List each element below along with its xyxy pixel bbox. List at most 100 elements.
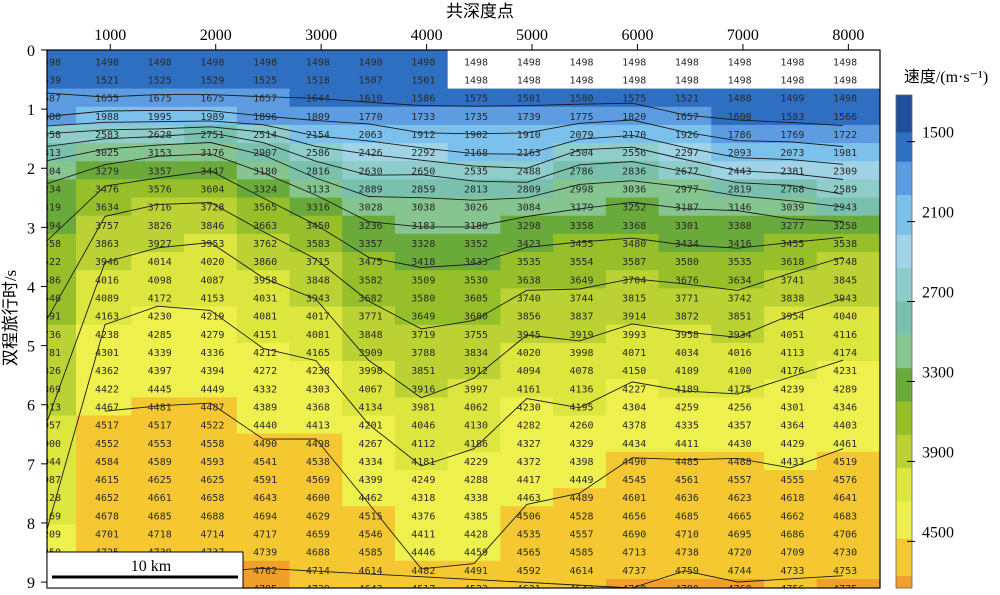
- velocity-value-label: 4744: [728, 566, 752, 577]
- velocity-cell: [236, 179, 291, 199]
- velocity-value-label: 4545: [622, 475, 646, 486]
- velocity-cell: [658, 215, 712, 235]
- velocity-value-label: 4701: [95, 530, 119, 541]
- velocity-value-label: 4433: [780, 457, 804, 468]
- velocity-cell: [553, 106, 607, 126]
- velocity-value-label: 4062: [464, 402, 488, 413]
- velocity-cell: [394, 433, 449, 453]
- velocity-value-label: 2297: [675, 148, 699, 159]
- velocity-value-label: 1575: [622, 94, 646, 105]
- velocity-value-label: 4336: [200, 348, 224, 359]
- velocity-cell: [236, 50, 291, 71]
- velocity-value-label: 1498: [95, 57, 119, 68]
- velocity-value-label: 4522: [200, 421, 224, 432]
- velocity-cell: [500, 252, 554, 271]
- velocity-cell: [605, 524, 660, 544]
- velocity-value-label: 3860: [253, 257, 277, 268]
- velocity-cell: [75, 379, 132, 398]
- velocity-value-label: 4760: [622, 584, 646, 595]
- velocity-value-label: 3258: [833, 221, 857, 232]
- velocity-value-label: 4459: [464, 548, 488, 559]
- velocity-cell: [764, 524, 818, 544]
- colorbar: 1500 2100 2700 3300 3900 4500: [895, 94, 954, 589]
- velocity-cell: [553, 270, 607, 289]
- velocity-value-label: 4394: [200, 366, 224, 377]
- velocity-value-label: 1488: [728, 94, 752, 105]
- velocity-value-label: 3252: [622, 203, 646, 214]
- velocity-cell: [184, 361, 238, 380]
- velocity-cell: [764, 379, 818, 398]
- velocity-cell: [816, 542, 880, 562]
- velocity-value-label: 3646: [37, 293, 61, 304]
- velocity-cell: [236, 197, 291, 217]
- velocity-value-label: 2063: [359, 130, 383, 141]
- velocity-cell: [236, 433, 291, 453]
- colorbar-tick-label: 2100: [922, 205, 954, 222]
- velocity-value-label: 2168: [464, 148, 488, 159]
- velocity-cell: [553, 161, 607, 180]
- velocity-cell: [553, 379, 607, 398]
- velocity-cell: [605, 361, 660, 380]
- velocity-value-label: 4279: [200, 330, 224, 341]
- velocity-cell: [394, 415, 449, 435]
- velocity-cell: [605, 415, 660, 435]
- velocity-value-label: 3943: [306, 293, 330, 304]
- velocity-value-label: 3455: [780, 239, 804, 250]
- velocity-cell: [447, 451, 501, 471]
- velocity-value-label: 4338: [464, 493, 488, 504]
- velocity-cell: [711, 88, 765, 108]
- velocity-cell: [394, 143, 449, 162]
- velocity-value-label: 1498: [148, 57, 172, 68]
- velocity-cell: [711, 252, 765, 271]
- velocity-cell: [816, 397, 880, 417]
- velocity-value-label: 3741: [780, 275, 804, 286]
- velocity-cell: [816, 451, 880, 471]
- velocity-value-label: 3953: [200, 239, 224, 250]
- velocity-value-label: 3719: [411, 330, 435, 341]
- velocity-cell: [764, 506, 818, 525]
- velocity-value-label: 3851: [728, 312, 752, 323]
- velocity-cell: [47, 342, 77, 362]
- velocity-value-label: 3848: [306, 275, 330, 286]
- velocity-value-label: 4094: [517, 366, 541, 377]
- velocity-cell: [75, 415, 132, 435]
- velocity-value-label: 1498: [780, 76, 804, 87]
- velocity-value-label: 4403: [833, 421, 857, 432]
- velocity-cell: [658, 361, 712, 380]
- velocity-value-label: 2488: [517, 166, 541, 177]
- velocity-cell: [605, 324, 660, 344]
- velocity-value-label: 4428: [464, 530, 488, 541]
- y-axis-title: 双程旅行时/s: [1, 270, 20, 366]
- velocity-value-label: 4487: [200, 402, 224, 413]
- velocity-cell: [342, 397, 396, 417]
- velocity-cell: [75, 451, 132, 471]
- velocity-cell: [447, 488, 501, 507]
- velocity-cell: [658, 342, 712, 362]
- velocity-value-label: 3416: [728, 239, 752, 250]
- velocity-value-label: 4434: [622, 439, 646, 450]
- velocity-value-label: 4517: [95, 421, 119, 432]
- velocity-cell: [289, 288, 343, 308]
- velocity-cell: [131, 179, 185, 199]
- velocity-value-label: 4768: [728, 584, 752, 595]
- velocity-value-label: 4113: [780, 348, 804, 359]
- velocity-value-label: 1498: [569, 76, 593, 87]
- velocity-value-label: 4150: [622, 366, 646, 377]
- velocity-cell: [764, 106, 818, 126]
- velocity-cell: [394, 70, 449, 90]
- velocity-cell: [131, 215, 185, 235]
- velocity-value-label: 4303: [306, 384, 330, 395]
- velocity-value-label: 1735: [464, 112, 488, 123]
- velocity-cell: [658, 469, 712, 489]
- velocity-cell: [394, 542, 449, 562]
- colorbar-band: [896, 576, 912, 589]
- velocity-value-label: 3358: [569, 221, 593, 232]
- velocity-cell: [553, 179, 607, 199]
- velocity-cell: [764, 324, 818, 344]
- velocity-cell: [289, 124, 343, 144]
- y-tick-label: 2: [27, 161, 35, 178]
- colorbar-band: [896, 368, 912, 402]
- velocity-value-label: 1498: [411, 57, 435, 68]
- velocity-cell: [394, 50, 449, 71]
- velocity-cell: [500, 215, 554, 235]
